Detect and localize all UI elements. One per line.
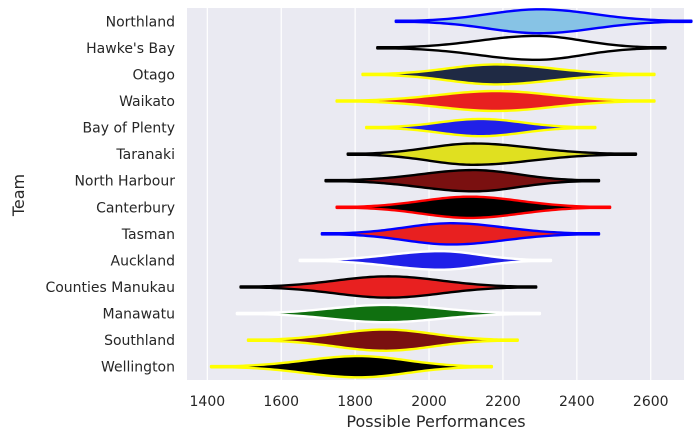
x-axis-label: Possible Performances bbox=[346, 412, 525, 431]
y-tick-label: Wellington bbox=[101, 360, 175, 376]
y-axis-label: Team bbox=[9, 174, 28, 217]
violin-hawke-s-bay bbox=[376, 34, 667, 62]
y-tick-label: Bay of Plenty bbox=[83, 121, 175, 137]
violin-wellington bbox=[209, 354, 494, 379]
violin-counties-manukau bbox=[239, 275, 538, 299]
y-tick-label: Hawke's Bay bbox=[86, 41, 175, 57]
violin-taranaki bbox=[346, 142, 638, 166]
y-tick-label: Auckland bbox=[111, 253, 175, 269]
violin-north-harbour bbox=[324, 168, 601, 193]
violin-tasman bbox=[320, 222, 601, 246]
violin-manawatu bbox=[235, 303, 542, 324]
x-tick-label: 2600 bbox=[633, 394, 669, 410]
x-tick-label: 1600 bbox=[263, 394, 299, 410]
violin-auckland bbox=[298, 249, 553, 271]
y-tick-label: Canterbury bbox=[96, 200, 175, 216]
violin-waikato bbox=[335, 89, 656, 113]
y-tick-label: Northland bbox=[106, 14, 175, 30]
y-tick-label: Tasman bbox=[121, 227, 175, 243]
y-tick-label: Taranaki bbox=[115, 147, 175, 163]
y-tick-labels: Northland Hawke's Bay Otago Waikato Bay of P… bbox=[45, 14, 175, 375]
y-tick-label: Southland bbox=[104, 333, 175, 349]
y-tick-label: North Harbour bbox=[74, 174, 175, 190]
x-tick-labels: 1400 1600 1800 2000 2200 2400 2600 bbox=[190, 394, 669, 410]
plot-background bbox=[187, 8, 684, 380]
x-tick-label: 1800 bbox=[337, 394, 373, 410]
x-tick-label: 2400 bbox=[559, 394, 595, 410]
x-tick-label: 2200 bbox=[485, 394, 521, 410]
violin-otago bbox=[361, 63, 656, 86]
violin-northland bbox=[394, 8, 693, 35]
y-tick-label: Counties Manukau bbox=[45, 280, 175, 296]
violin-canterbury bbox=[335, 195, 612, 220]
y-tick-label: Otago bbox=[132, 67, 175, 83]
violin-southland bbox=[246, 328, 519, 352]
x-tick-label: 2000 bbox=[411, 394, 447, 410]
violins bbox=[209, 8, 693, 379]
y-tick-label: Waikato bbox=[119, 94, 175, 110]
y-tick-label: Manawatu bbox=[102, 307, 175, 323]
violin-bay-of-plenty bbox=[365, 117, 597, 138]
x-tick-label: 1400 bbox=[190, 394, 226, 410]
